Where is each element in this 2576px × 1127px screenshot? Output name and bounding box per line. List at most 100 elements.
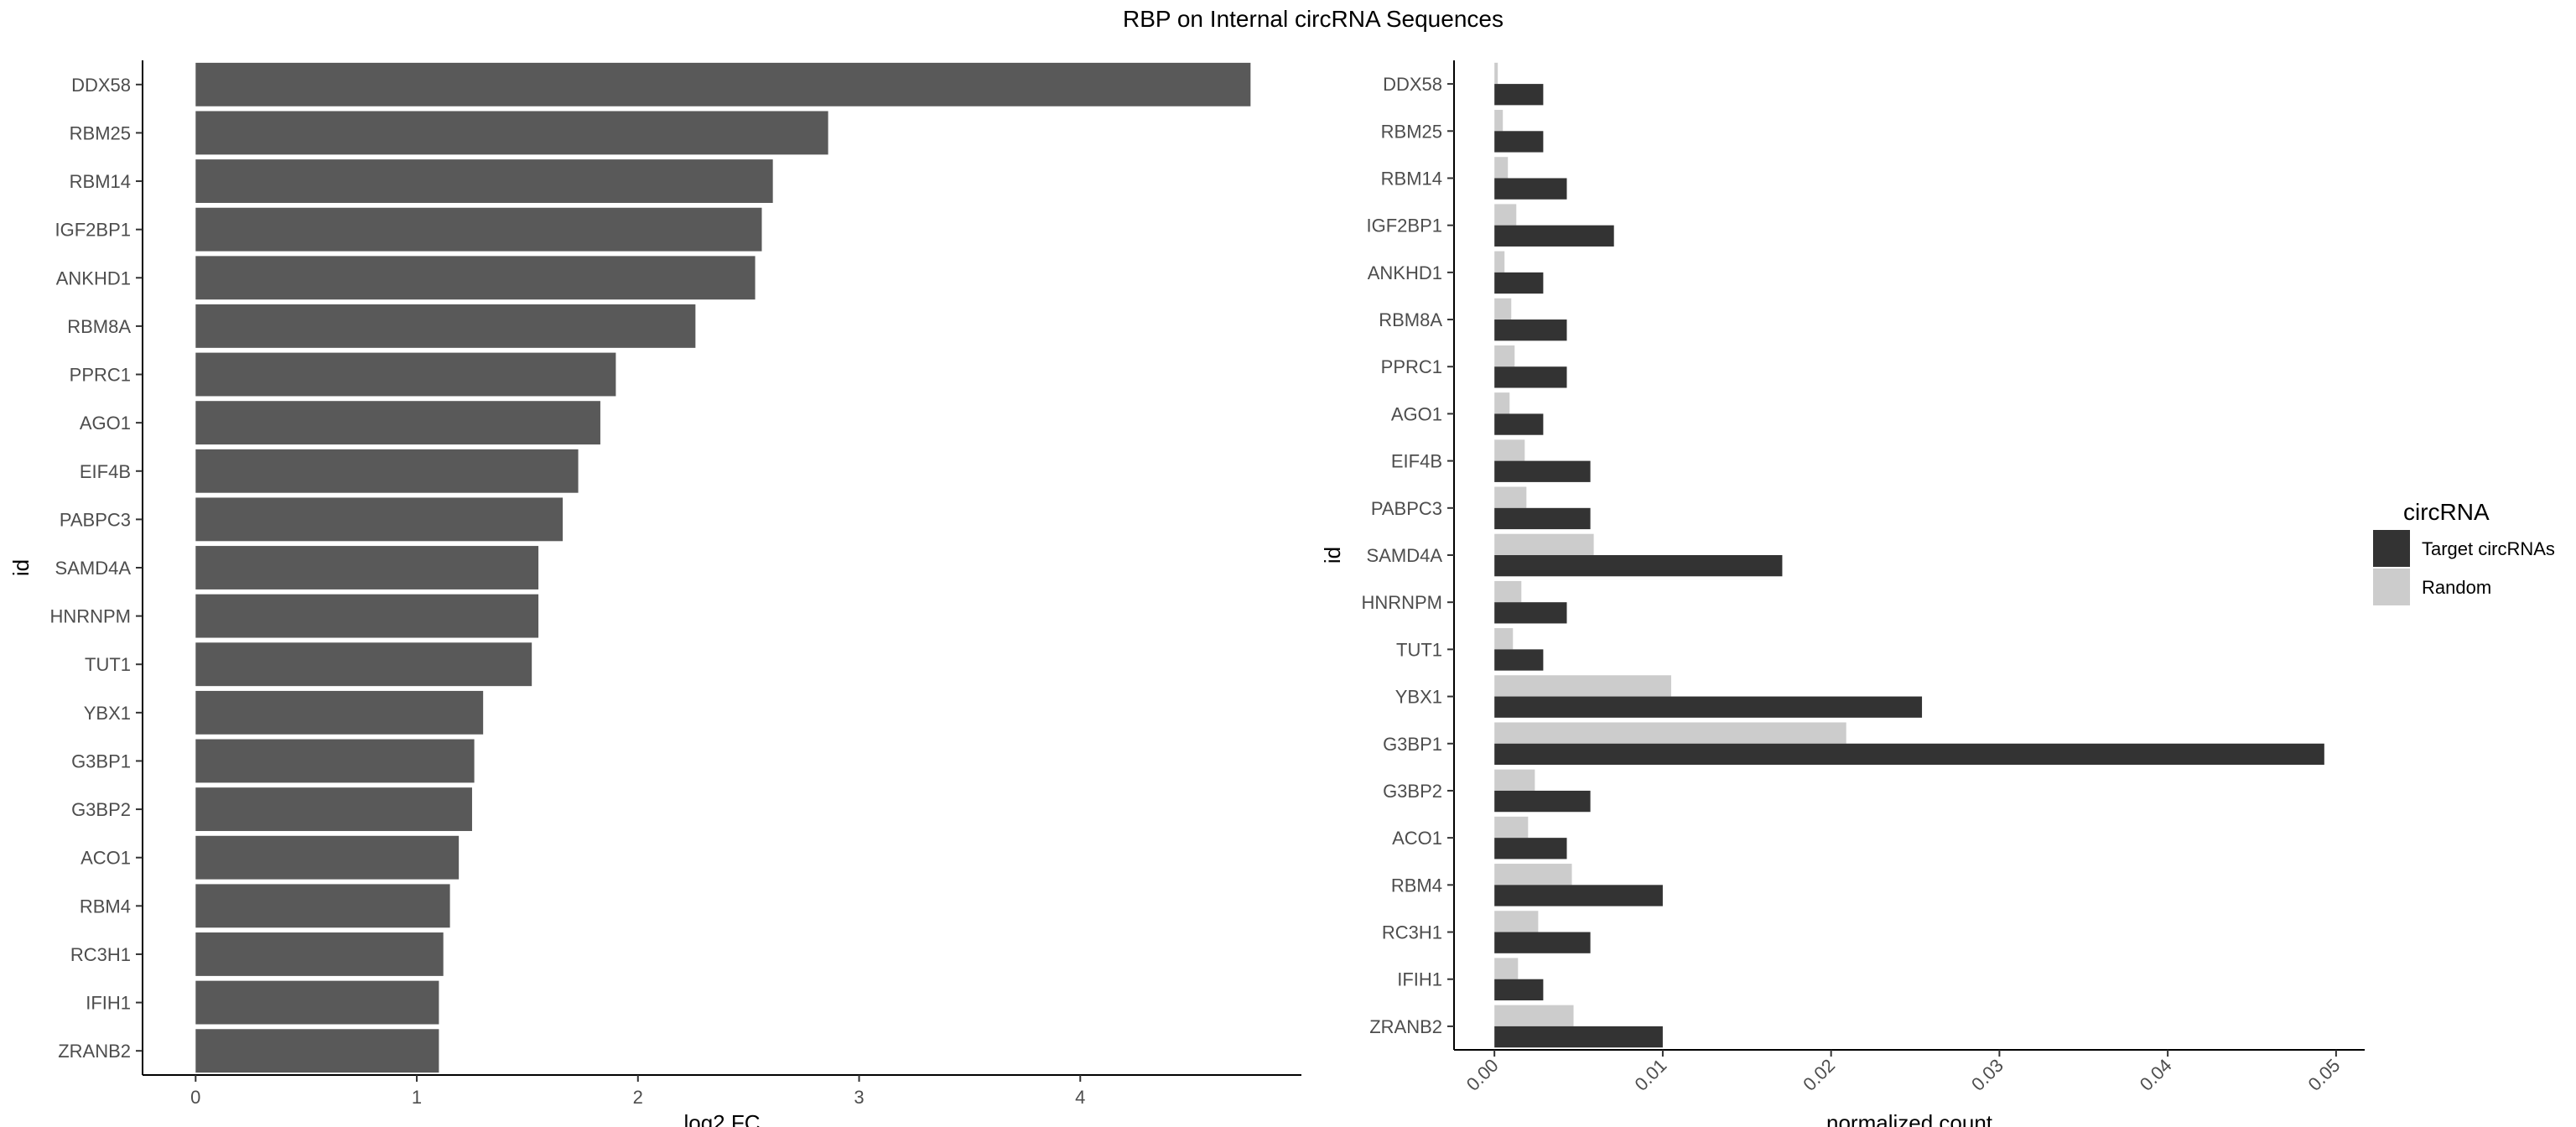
bar-random-zranb2	[1494, 1005, 1574, 1026]
right-bars	[1494, 62, 2324, 1048]
y-tick-label-ago1: AGO1	[80, 413, 131, 434]
bar-target-rbm4	[1494, 885, 1663, 906]
bar-target-hnrnpm	[1494, 602, 1567, 624]
y-tick-label-ifih1: IFIH1	[1397, 969, 1442, 990]
right-y-axis-title: id	[1320, 547, 1345, 564]
bar-random-ifih1	[1494, 958, 1519, 979]
bar-random-ddx58	[1494, 62, 1498, 85]
y-tick-label-ago1: AGO1	[1391, 403, 1442, 424]
bar-pprc1	[195, 352, 616, 397]
left-y-axis-title: id	[8, 559, 34, 576]
y-tick-label-g3bp2: G3BP2	[71, 799, 131, 820]
bar-random-rbm14	[1494, 157, 1509, 179]
y-tick-label-pabpc3: PABPC3	[1371, 498, 1442, 519]
bar-target-pabpc3	[1494, 507, 1591, 530]
bar-random-pprc1	[1494, 345, 1515, 367]
bar-zranb2	[195, 1029, 439, 1073]
y-tick-label-ankhd1: ANKHD1	[1368, 262, 1442, 283]
x-tick-label-1: 1	[412, 1087, 422, 1108]
bar-random-hnrnpm	[1494, 580, 1522, 603]
bar-rbm4	[195, 884, 450, 928]
bar-ybx1	[195, 690, 484, 735]
bar-target-eif4b	[1494, 460, 1591, 482]
y-tick-label-ifih1: IFIH1	[86, 993, 131, 1014]
y-tick-label-samd4a: SAMD4A	[1367, 545, 1443, 566]
x-tick-label-0: 0	[190, 1087, 200, 1108]
y-tick-label-rc3h1: RC3H1	[1382, 922, 1442, 943]
bar-target-samd4a	[1494, 555, 1783, 577]
x-tick-label-3: 3	[854, 1087, 864, 1108]
y-tick-label-g3bp2: G3BP2	[1383, 781, 1442, 802]
left-x-axis-title: log2 FC	[683, 1110, 760, 1127]
bar-rbm8a	[195, 304, 696, 348]
y-tick-label-ankhd1: ANKHD1	[56, 267, 131, 288]
y-tick-label-rbm4: RBM4	[80, 896, 131, 917]
bar-ago1	[195, 401, 600, 445]
bar-target-pprc1	[1494, 366, 1567, 388]
right-y-ticks: DDX58 RBM25 RBM14 IGF2BP1 ANKHD1 RBM8A PPRC1 AG…	[1361, 74, 1454, 1037]
y-tick-label-rc3h1: RC3H1	[70, 944, 131, 965]
y-tick-label-hnrnpm: HNRNPM	[1361, 592, 1442, 613]
y-tick-label-aco1: ACO1	[1392, 828, 1442, 849]
y-tick-label-samd4a: SAMD4A	[55, 558, 132, 579]
y-tick-label-rbm4: RBM4	[1391, 875, 1442, 896]
y-tick-label-ybx1: YBX1	[1395, 687, 1442, 708]
y-tick-label-zranb2: ZRANB2	[58, 1041, 131, 1062]
y-tick-label-eif4b: EIF4B	[80, 461, 131, 482]
x-tick-label-2: 2	[633, 1087, 643, 1108]
y-tick-label-tut1: TUT1	[85, 654, 131, 675]
bar-target-aco1	[1494, 838, 1567, 860]
bar-ddx58	[195, 62, 1251, 106]
y-tick-label-igf2bp1: IGF2BP1	[1367, 216, 1442, 236]
y-tick-label-ddx58: DDX58	[71, 75, 131, 96]
bar-igf2bp1	[195, 207, 762, 252]
bar-aco1	[195, 835, 460, 880]
bar-random-pabpc3	[1494, 486, 1527, 508]
y-tick-label-rbm8a: RBM8A	[1379, 309, 1442, 330]
bar-target-zranb2	[1494, 1026, 1663, 1048]
bar-target-rbm25	[1494, 131, 1544, 153]
y-tick-label-hnrnpm: HNRNPM	[49, 606, 131, 627]
left-panel-log2fc: DDX58 RBM25 RBM14 IGF2BP1 ANKHD1 RBM8A PPRC1 AG…	[8, 60, 1301, 1127]
y-tick-label-rbm14: RBM14	[1381, 168, 1442, 189]
bar-target-g3bp2	[1494, 790, 1591, 813]
bar-random-aco1	[1494, 816, 1529, 839]
bar-pabpc3	[195, 497, 564, 542]
left-x-ticks: 0 1 2 3 4	[190, 1075, 1085, 1108]
y-tick-label-g3bp1: G3BP1	[71, 750, 131, 771]
y-tick-label-rbm14: RBM14	[70, 171, 131, 192]
bar-random-rbm8a	[1494, 298, 1512, 320]
y-tick-label-pabpc3: PABPC3	[60, 509, 131, 530]
bar-g3bp2	[195, 787, 472, 832]
bar-rbm25	[195, 111, 828, 155]
bar-samd4a	[195, 546, 539, 589]
bar-target-rbm14	[1494, 178, 1567, 200]
legend-swatch-target-circrnas	[2373, 530, 2410, 567]
bar-target-rbm8a	[1494, 319, 1567, 341]
left-y-ticks: DDX58 RBM25 RBM14 IGF2BP1 ANKHD1 RBM8A PPRC1 AG…	[49, 75, 143, 1062]
y-tick-label-g3bp1: G3BP1	[1383, 734, 1442, 755]
right-x-axis-title: normalized count	[1826, 1110, 1993, 1127]
bar-random-samd4a	[1494, 533, 1594, 555]
y-tick-label-tut1: TUT1	[1396, 639, 1442, 660]
bar-target-igf2bp1	[1494, 225, 1614, 247]
bar-random-ybx1	[1494, 675, 1671, 697]
bar-ifih1	[195, 980, 439, 1025]
bar-target-ago1	[1494, 413, 1544, 435]
bar-ankhd1	[195, 256, 756, 300]
bar-random-rc3h1	[1494, 911, 1539, 932]
figure-title: RBP on Internal circRNA Sequences	[1123, 6, 1504, 32]
y-tick-label-igf2bp1: IGF2BP1	[55, 220, 131, 241]
bar-random-g3bp2	[1494, 769, 1535, 791]
y-tick-label-rbm25: RBM25	[70, 122, 131, 143]
left-bars	[195, 62, 1251, 1073]
bar-hnrnpm	[195, 594, 539, 638]
bar-eif4b	[195, 449, 579, 493]
y-tick-label-ddx58: DDX58	[1383, 74, 1442, 95]
bar-random-eif4b	[1494, 439, 1525, 461]
bar-target-rc3h1	[1494, 932, 1591, 953]
bar-random-ankhd1	[1494, 251, 1505, 273]
bar-random-g3bp1	[1494, 722, 1846, 744]
y-tick-label-pprc1: PPRC1	[70, 365, 131, 386]
